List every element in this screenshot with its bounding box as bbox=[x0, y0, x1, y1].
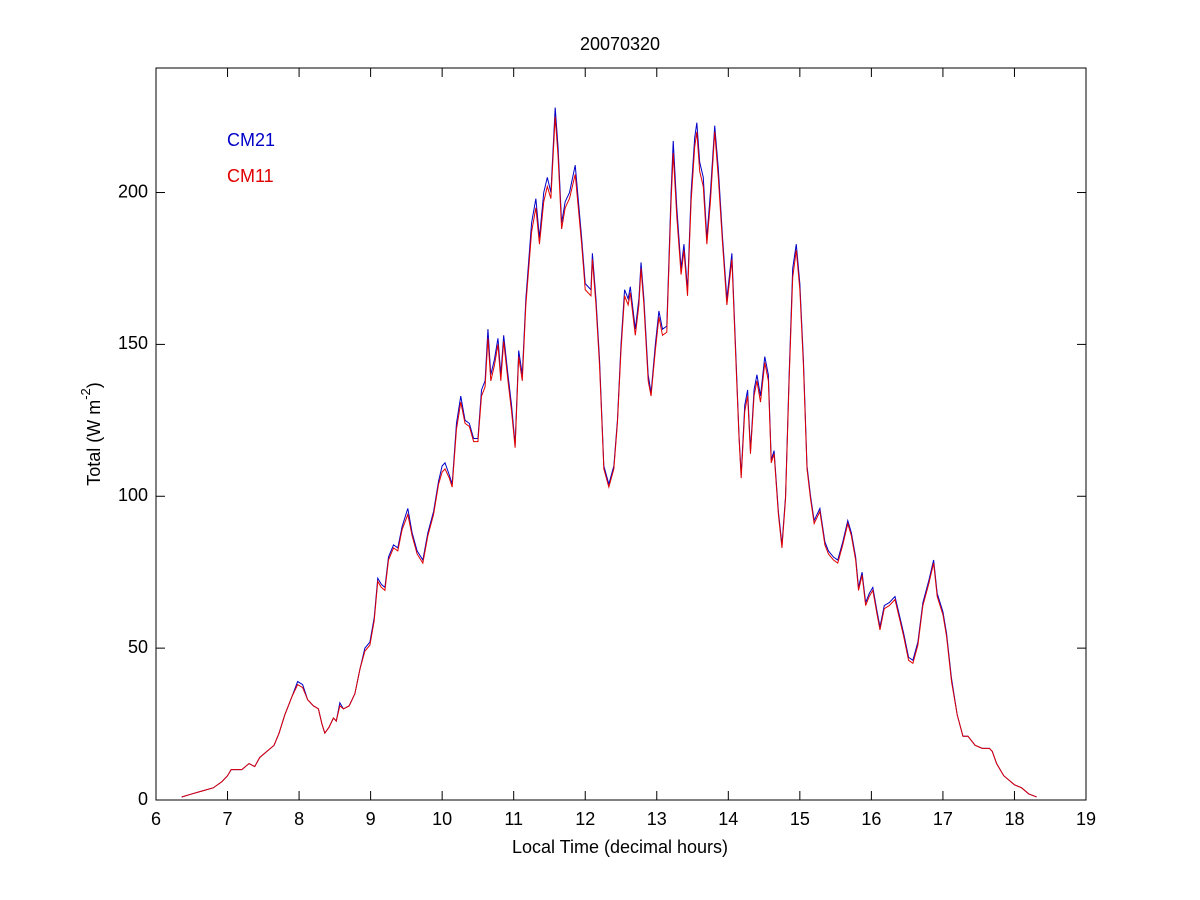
x-tick-label: 8 bbox=[294, 809, 304, 829]
plot-frame bbox=[155, 67, 1087, 801]
x-tick-label: 19 bbox=[1076, 809, 1096, 829]
x-tick-label: 7 bbox=[223, 809, 233, 829]
x-tick-label: 9 bbox=[366, 809, 376, 829]
y-axis-label-close: ) bbox=[84, 382, 104, 388]
x-tick-label: 16 bbox=[861, 809, 881, 829]
y-tick-label: 0 bbox=[138, 789, 148, 809]
x-tick-label: 10 bbox=[432, 809, 452, 829]
x-tick-label: 11 bbox=[504, 809, 523, 829]
y-axis-label-sup: -2 bbox=[78, 388, 93, 400]
legend-entry: CM21 bbox=[227, 130, 275, 150]
y-tick-label: 200 bbox=[118, 181, 148, 201]
x-axis-label: Local Time (decimal hours) bbox=[512, 837, 728, 857]
data-line bbox=[181, 107, 1037, 798]
y-tick-label: 150 bbox=[118, 333, 148, 353]
y-tick-label: 50 bbox=[128, 637, 148, 657]
x-tick-label: 12 bbox=[575, 809, 595, 829]
x-tick-label: 13 bbox=[647, 809, 667, 829]
y-axis-label-main: Total (W m bbox=[84, 400, 104, 486]
x-tick-label: 18 bbox=[1004, 809, 1024, 829]
y-axis-label: Total (W m-2) bbox=[78, 382, 103, 486]
y-tick-label: 100 bbox=[118, 485, 148, 505]
data-line bbox=[181, 116, 1037, 798]
legend-entry: CM11 bbox=[227, 166, 274, 186]
chart-title: 20070320 bbox=[580, 34, 660, 54]
x-tick-label: 15 bbox=[790, 809, 810, 829]
x-tick-label: 14 bbox=[718, 809, 738, 829]
x-tick-label: 17 bbox=[933, 809, 953, 829]
x-tick-label: 6 bbox=[151, 809, 161, 829]
